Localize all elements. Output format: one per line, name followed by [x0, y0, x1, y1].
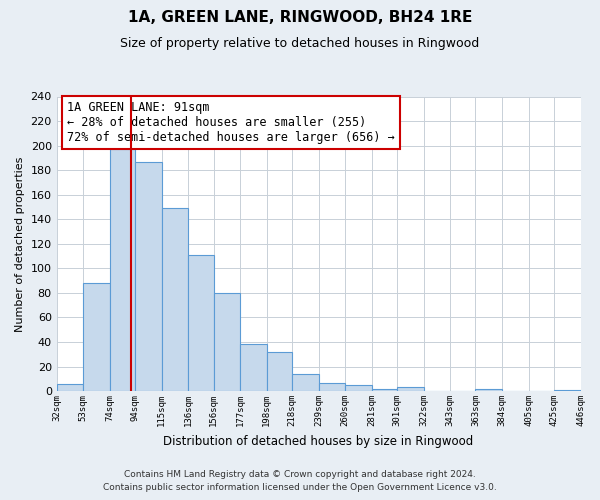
Bar [345, 385, 372, 391]
Bar [292, 374, 319, 391]
Bar [397, 388, 424, 391]
Bar [319, 382, 345, 391]
Bar [135, 162, 161, 391]
Bar [110, 150, 135, 391]
Bar [267, 352, 292, 391]
Bar [161, 208, 188, 391]
Text: 1A, GREEN LANE, RINGWOOD, BH24 1RE: 1A, GREEN LANE, RINGWOOD, BH24 1RE [128, 10, 472, 25]
Bar [240, 344, 267, 391]
Y-axis label: Number of detached properties: Number of detached properties [15, 156, 25, 332]
Bar [83, 283, 110, 391]
Bar [188, 255, 214, 391]
Text: Contains HM Land Registry data © Crown copyright and database right 2024.
Contai: Contains HM Land Registry data © Crown c… [103, 470, 497, 492]
Bar [475, 388, 502, 391]
Text: Size of property relative to detached houses in Ringwood: Size of property relative to detached ho… [121, 38, 479, 51]
Bar [214, 293, 240, 391]
Bar [554, 390, 581, 391]
Bar [56, 384, 83, 391]
Bar [372, 388, 397, 391]
Text: 1A GREEN LANE: 91sqm
← 28% of detached houses are smaller (255)
72% of semi-deta: 1A GREEN LANE: 91sqm ← 28% of detached h… [67, 101, 395, 144]
X-axis label: Distribution of detached houses by size in Ringwood: Distribution of detached houses by size … [163, 434, 474, 448]
